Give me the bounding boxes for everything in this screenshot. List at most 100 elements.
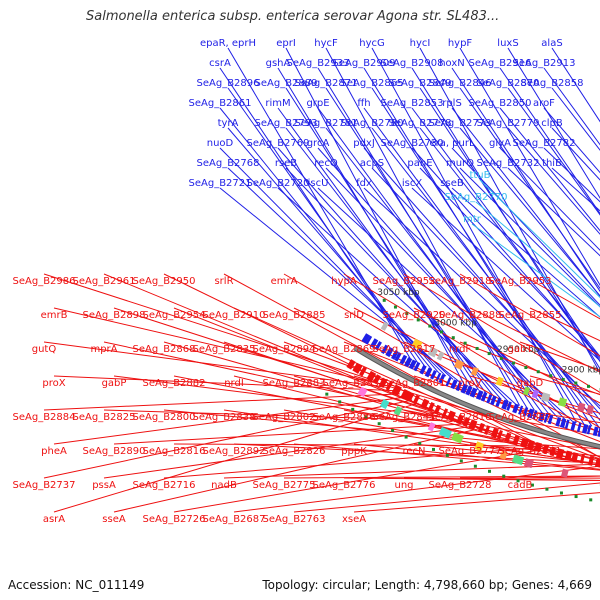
leader-line (459, 47, 600, 287)
reverse-gene-label: hypA (331, 276, 357, 287)
leader-line (419, 87, 600, 363)
forward-gene-label: aroF (533, 98, 555, 109)
forward-gene-label: SeAg_B2871 (295, 78, 358, 89)
reverse-gene-label: proV (458, 378, 481, 389)
leader-line (551, 87, 600, 151)
reverse-gene (405, 391, 415, 402)
reverse-gene (359, 366, 367, 377)
cog-block (511, 454, 525, 466)
reverse-gene-label: srlD (344, 310, 364, 321)
reverse-gene-label: SeAg_B2952 (373, 276, 436, 287)
reverse-gene-label: nrdI (224, 378, 244, 389)
reverse-gene-label: SeAg_B2892 (203, 446, 266, 457)
leader-line (53, 396, 407, 445)
leader-line (113, 423, 466, 445)
reverse-gene (490, 427, 499, 439)
reverse-gene-label: cadB (508, 480, 533, 491)
forward-gene-label: clpB (541, 118, 563, 129)
cog-block (427, 347, 438, 358)
reverse-gene-label: xseA (342, 514, 366, 525)
highlight-gene-label: mtr (463, 214, 482, 225)
reverse-gene (420, 398, 430, 410)
accession-label: Accession: NC_011149 (8, 578, 145, 592)
forward-gene-label: hoxN (439, 58, 465, 69)
forward-gene (480, 391, 488, 402)
tick-marker (338, 400, 342, 404)
forward-gene (365, 335, 373, 345)
reverse-gene-label: SeAg_B2910 (203, 310, 266, 321)
tick-marker (445, 453, 449, 457)
reverse-gene-label: SeAg_B2763 (263, 514, 326, 525)
cog-block (427, 422, 436, 432)
reverse-gene (477, 422, 485, 433)
organism-title: Salmonella enterica subsp. enterica sero… (86, 9, 500, 24)
reverse-gene (441, 408, 449, 418)
forward-gene (404, 357, 413, 368)
forward-gene-label: tyrA (218, 118, 239, 129)
forward-gene-label: iscX (402, 178, 422, 189)
tick-marker (325, 392, 329, 396)
leader-line (507, 167, 600, 257)
leader-line (403, 341, 600, 420)
position-label: 3050 kbp (377, 288, 420, 298)
reverse-gene-label: SeAg_B2884 (13, 412, 76, 423)
forward-gene-label: SeAg_B2849 (389, 78, 452, 89)
reverse-gene-label: SeAg_B2810 (429, 412, 492, 423)
forward-gene (501, 399, 509, 410)
leader-line (507, 87, 600, 216)
tick-marker (404, 435, 408, 439)
leader-line (459, 341, 600, 396)
leader-line (219, 187, 461, 384)
leader-line (371, 127, 600, 422)
tick-marker (364, 415, 368, 419)
reverse-gene-label: sseA (102, 514, 126, 525)
tick-marker (475, 346, 479, 350)
reverse-gene-label: SeAg_B2761 (499, 446, 562, 457)
forward-gene-label: grpE (306, 98, 329, 109)
reverse-gene (372, 374, 381, 385)
cog-block (380, 321, 389, 331)
leader-line (219, 147, 447, 377)
reverse-gene (378, 377, 388, 389)
position-label: 3000 kbp (434, 319, 477, 329)
forward-gene-label: SeAg_B2769 (247, 138, 310, 149)
leader-line (113, 307, 441, 414)
cog-block (357, 386, 368, 398)
forward-gene-label: SeAg_B2916 (469, 58, 532, 69)
tick-marker (574, 495, 578, 499)
forward-gene (430, 370, 437, 380)
leader-line (353, 307, 600, 434)
forward-gene (543, 413, 549, 423)
reverse-gene-label: SeAg_B2886 (313, 412, 376, 423)
forward-gene (385, 347, 394, 358)
leader-line (475, 201, 600, 308)
leader-line (113, 428, 479, 513)
leader-line (103, 409, 460, 422)
reverse-gene (519, 437, 529, 449)
forward-gene-label: SeAg_B2933 (287, 58, 350, 69)
reverse-gene (484, 425, 491, 435)
forward-gene-label: ffh (357, 98, 370, 109)
tick-marker (377, 422, 381, 426)
forward-gene (380, 344, 389, 354)
reverse-gene-label: SeAg_B2898 (83, 310, 146, 321)
tick-marker (391, 428, 395, 432)
reverse-gene-label: SeAg_B2817 (373, 344, 436, 355)
reverse-gene-label: srlR (214, 276, 233, 287)
reverse-gene-label: gabT (508, 344, 534, 355)
leader-line (293, 307, 600, 458)
cog-block (499, 450, 508, 460)
forward-gene-label: SeAg_B2778 (389, 118, 452, 129)
forward-gene (486, 394, 493, 404)
forward-gene-label: SeAg_B2730 (381, 138, 444, 149)
reverse-gene-label: SeAg_B2961 (73, 276, 136, 287)
reverse-gene-label: mprA (90, 344, 117, 355)
leader-line (371, 47, 577, 423)
reverse-gene-label: pppK (341, 446, 367, 457)
reverse-gene-label: asrA (43, 514, 65, 525)
tick-marker (405, 312, 409, 316)
forward-gene (555, 416, 562, 427)
forward-gene-label: SeAg_B2773 (429, 118, 492, 129)
reverse-gene-label: SeAg_B2687 (203, 514, 266, 525)
tick-marker (512, 361, 516, 365)
